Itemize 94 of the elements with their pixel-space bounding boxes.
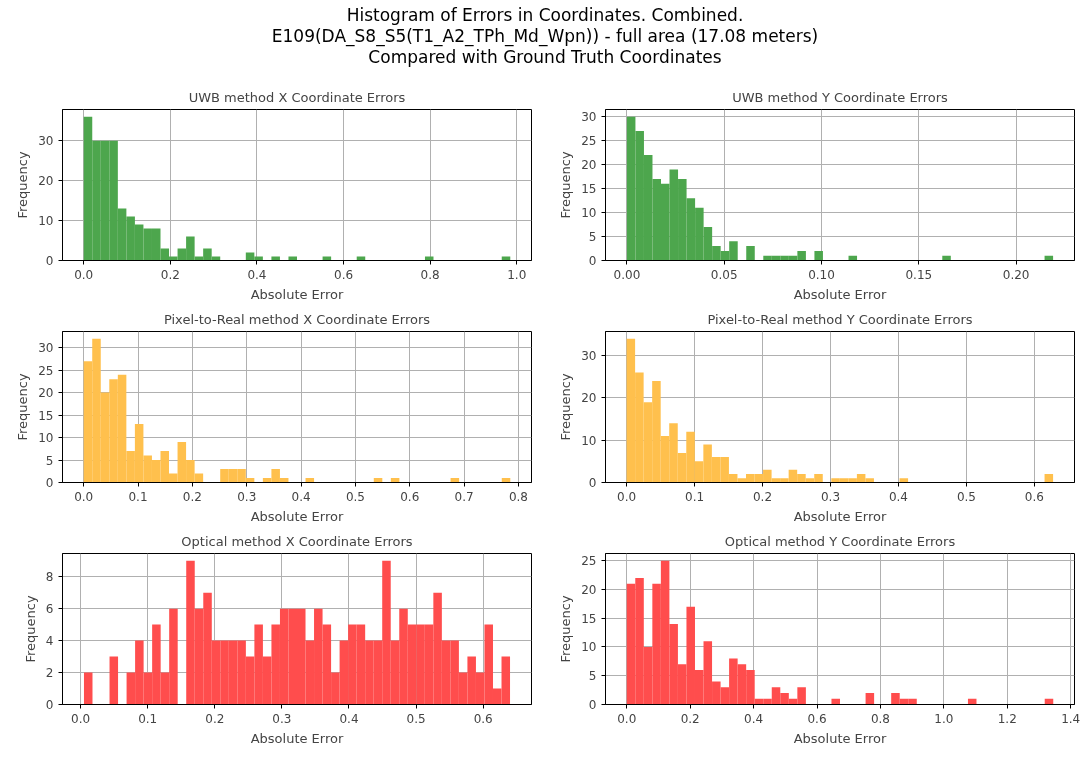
y-tick-label: 0 (588, 476, 597, 490)
y-tick-label: 5 (588, 230, 597, 245)
x-tick-label: 0.8 (870, 711, 890, 726)
x-tick-label: 0.4 (888, 489, 909, 504)
x-axis-title: Absolute Error (793, 286, 887, 302)
x-tick-label: 0.2 (752, 489, 773, 504)
x-tick-label: 0.3 (237, 489, 257, 504)
y-tick-label: 20 (581, 582, 597, 597)
x-tick-label: 0.3 (820, 489, 841, 504)
x-tick-label: 0.0 (74, 267, 94, 282)
y-tick-label: 0 (588, 254, 597, 268)
y-tick-label: 10 (38, 214, 54, 229)
x-axis-title: Absolute Error (250, 508, 344, 524)
y-tick-label: 6 (45, 602, 54, 617)
y-tick-label: 30 (38, 341, 54, 356)
x-axis-title: Absolute Error (250, 286, 344, 302)
y-axis-title: Frequency (15, 151, 31, 219)
y-tick-label: 30 (38, 134, 54, 149)
chart-title: UWB method Y Coordinate Errors (732, 89, 949, 105)
x-tick-label: 0.5 (345, 489, 365, 504)
x-axis-title: Absolute Error (793, 508, 887, 524)
x-tick-label: 0.2 (160, 267, 180, 282)
y-tick-label: 5 (588, 669, 597, 684)
x-tick-label: 1.0 (934, 711, 954, 726)
y-tick-label: 15 (581, 611, 597, 626)
x-tick-label: 0.5 (956, 489, 976, 504)
y-tick-label: 4 (45, 634, 54, 649)
y-tick-label: 10 (581, 640, 597, 655)
x-tick-label: 0.0 (617, 489, 637, 504)
x-tick-label: 0.6 (473, 711, 493, 726)
y-tick-label: 2 (45, 666, 54, 681)
y-tick-label: 15 (581, 182, 597, 197)
x-tick-label: 1.4 (1061, 711, 1081, 726)
x-tick-label: 0.4 (744, 711, 764, 726)
x-tick-label: 0.2 (182, 489, 202, 504)
y-tick-label: 0 (45, 698, 54, 712)
y-tick-label: 25 (38, 363, 54, 378)
x-axis-title: Absolute Error (250, 730, 344, 746)
y-axis-title: Frequency (15, 373, 31, 441)
x-tick-label: 0.4 (291, 489, 311, 504)
x-tick-label: 0.05 (710, 267, 738, 282)
x-tick-label: 0.6 (807, 711, 827, 726)
y-tick-label: 30 (581, 110, 597, 125)
y-tick-label: 20 (581, 158, 597, 173)
x-tick-label: 1.0 (507, 267, 527, 282)
y-tick-label: 8 (45, 570, 54, 585)
x-tick-label: 0.6 (1024, 489, 1044, 504)
y-tick-label: 20 (38, 386, 54, 401)
y-tick-label: 5 (45, 453, 54, 468)
y-axis-title: Frequency (22, 595, 38, 663)
x-tick-label: 0.4 (339, 711, 359, 726)
y-axis-title: Frequency (558, 595, 574, 663)
y-tick-label: 0 (588, 698, 597, 712)
x-tick-label: 0.1 (128, 489, 148, 504)
x-tick-label: 0.2 (680, 711, 700, 726)
x-tick-label: 0.7 (454, 489, 474, 504)
text: Histogram of Errors in Coordinates. Combined. E109(DA_S8_S5(T1_A2_TPh_Md_Wpn)) - full area (17.08 meters) Compared with Ground Truth Coordinates (271, 5, 819, 68)
x-tick-label: 0.8 (508, 489, 529, 504)
y-tick-label: 20 (38, 174, 54, 189)
x-tick-label: 0.4 (247, 267, 267, 282)
y-tick-label: 30 (581, 349, 597, 364)
x-tick-label: 0.6 (334, 267, 354, 282)
x-tick-label: 0.15 (905, 267, 933, 282)
x-tick-label: 0.6 (400, 489, 420, 504)
y-tick-label: 10 (38, 431, 54, 446)
x-tick-label: 0.00 (613, 267, 641, 282)
y-tick-label: 10 (581, 206, 597, 221)
x-tick-label: 0.1 (138, 711, 158, 726)
y-tick-label: 15 (38, 408, 54, 423)
x-tick-label: 0.3 (272, 711, 292, 726)
y-axis-title: Frequency (558, 151, 574, 219)
y-tick-label: 10 (581, 433, 597, 448)
chart-title: Optical method Y Coordinate Errors (724, 533, 956, 549)
chart-title: Pixel-to-Real method Y Coordinate Errors (707, 311, 973, 327)
x-tick-label: 0.0 (71, 711, 91, 726)
chart-title: UWB method X Coordinate Errors (188, 89, 406, 105)
x-tick-label: 0.20 (1002, 267, 1030, 282)
x-tick-label: 0.10 (808, 267, 835, 282)
y-tick-label: 20 (581, 391, 597, 406)
y-tick-label: 0 (45, 476, 54, 490)
x-tick-label: 0.1 (685, 489, 705, 504)
y-axis-title: Frequency (558, 373, 574, 441)
y-tick-label: 25 (581, 134, 597, 149)
x-tick-label: 1.2 (997, 711, 1017, 726)
chart-title: Pixel-to-Real method X Coordinate Errors (163, 311, 431, 327)
x-tick-label: 0.5 (406, 711, 426, 726)
x-tick-label: 0.8 (420, 267, 440, 282)
y-tick-label: 0 (45, 254, 54, 268)
x-tick-label: 0.0 (617, 711, 637, 726)
x-axis-title: Absolute Error (793, 730, 887, 746)
x-tick-label: 0.2 (205, 711, 225, 726)
chart-title: Optical method X Coordinate Errors (181, 533, 413, 549)
y-tick-label: 25 (581, 554, 597, 569)
x-tick-label: 0.0 (74, 489, 94, 504)
